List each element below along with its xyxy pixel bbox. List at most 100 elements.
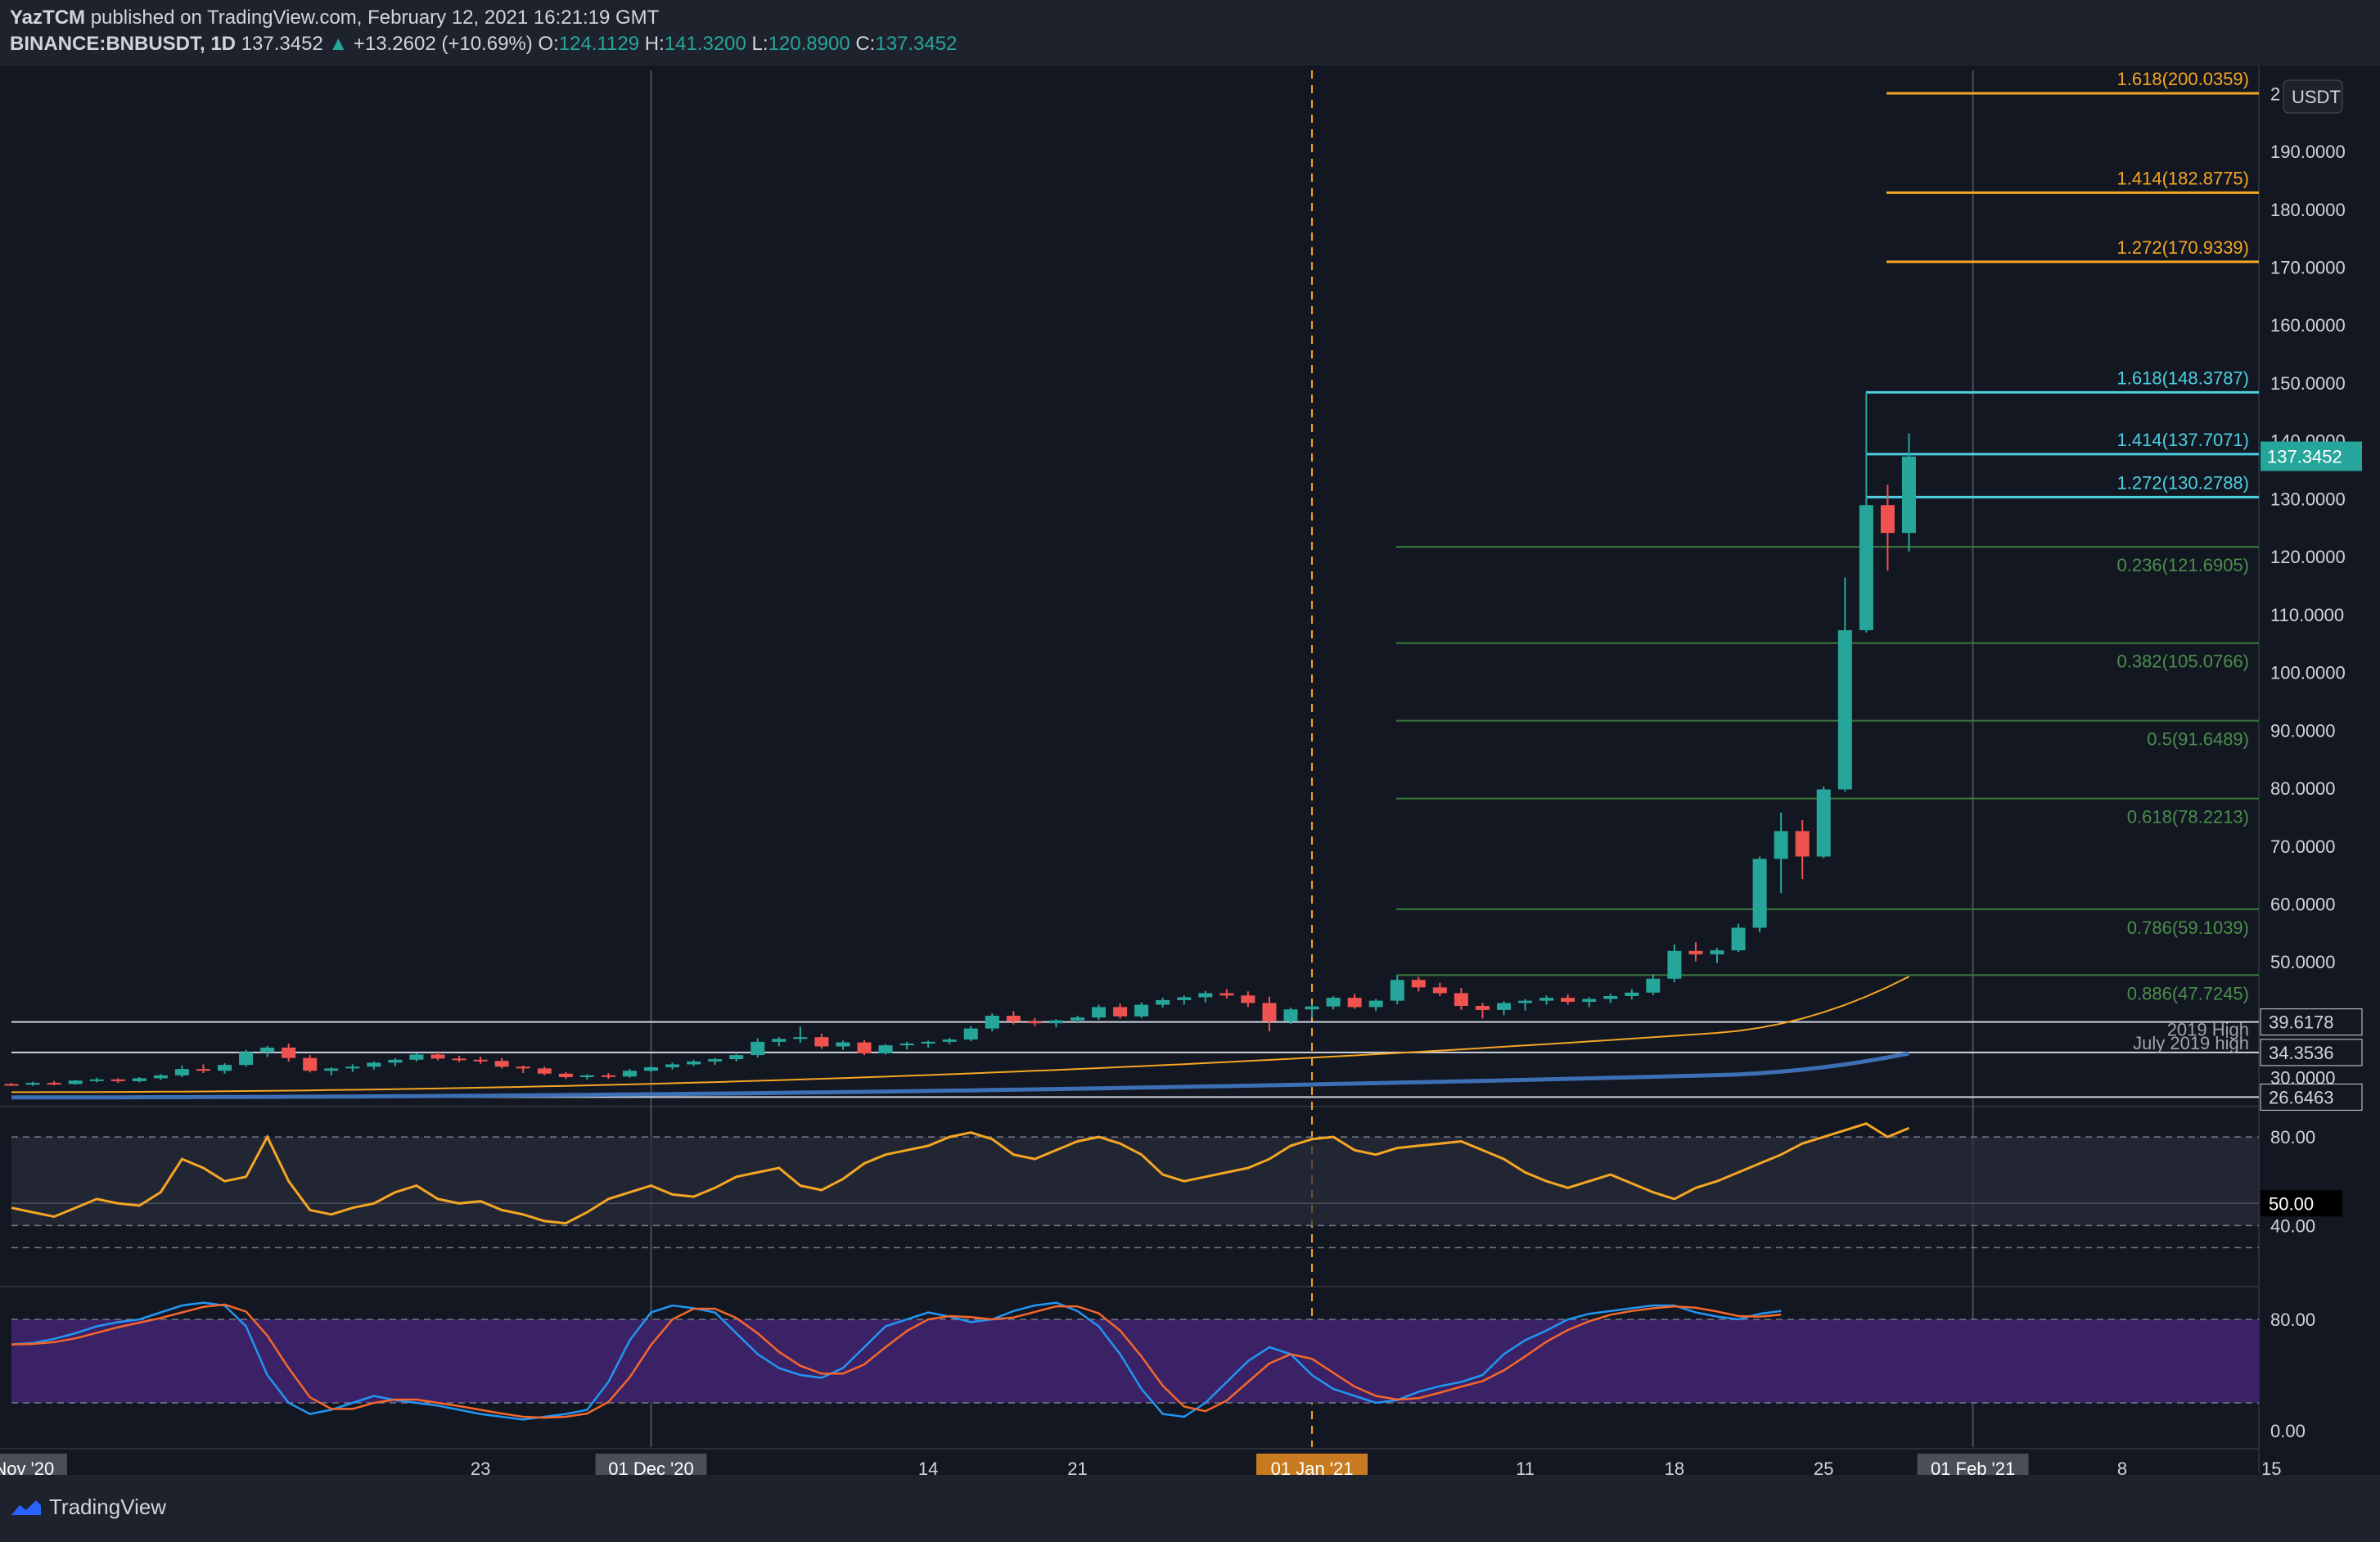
candle-body	[1539, 998, 1554, 1001]
candle-body	[687, 1061, 701, 1065]
tradingview-logo[interactable]: TradingView	[10, 1495, 166, 1520]
fib-retracement-label: 0.5(91.6489)	[2147, 729, 2249, 750]
close-value: 137.3452	[875, 33, 958, 55]
stoch-level-label: 0.00	[2270, 1421, 2306, 1441]
candle-body	[473, 1059, 488, 1062]
candle-body	[1198, 993, 1213, 998]
price-tick-label: 120.0000	[2270, 547, 2346, 567]
candle-body	[89, 1079, 104, 1081]
publish-text: published on TradingView.com, February 1…	[90, 7, 660, 29]
candle-body	[1048, 1020, 1063, 1024]
chart-footer	[0, 1475, 2380, 1542]
price-tick-label: 190.0000	[2270, 142, 2346, 162]
moving-average-blue	[11, 1051, 1909, 1100]
candle-body	[1731, 927, 1746, 951]
level-text-label: July 2019 high	[2133, 1033, 2249, 1053]
candle-body	[1027, 1021, 1042, 1024]
level-price-box	[2260, 1008, 2363, 1036]
candle-body	[367, 1062, 381, 1067]
symbol-label[interactable]: BINANCE:BNBUSDT, 1D	[10, 33, 237, 55]
candle-body	[1411, 980, 1426, 988]
open-value: 124.1129	[558, 33, 640, 55]
price-tick-label: 150.0000	[2270, 373, 2346, 394]
author-name[interactable]: YazTCM	[10, 7, 86, 29]
candle-body	[963, 1028, 978, 1040]
candle-body	[1113, 1007, 1128, 1017]
fib-extension-label: 1.414(182.8775)	[2117, 168, 2249, 188]
candle-body	[537, 1068, 552, 1074]
candle-body	[25, 1083, 40, 1085]
candle-body	[793, 1037, 808, 1039]
candle-body	[708, 1059, 723, 1062]
candle-body	[239, 1052, 254, 1066]
candle-body	[729, 1055, 744, 1060]
close-label: C:	[855, 33, 876, 55]
candle-body	[303, 1057, 318, 1071]
fib-retracement-label: 0.382(105.0766)	[2117, 652, 2249, 672]
candle-body	[836, 1042, 850, 1047]
candle-body	[1475, 1006, 1490, 1010]
candle-body	[644, 1066, 658, 1071]
current-price-box	[2261, 441, 2362, 471]
candle-body	[110, 1079, 125, 1081]
candle-body	[1454, 993, 1468, 1007]
level-price-label: 39.6178	[2269, 1012, 2334, 1033]
moving-average-orange	[11, 976, 1909, 1093]
candle-body	[1134, 1004, 1149, 1017]
low-label: L:	[751, 33, 769, 55]
price-tick-label: 100.0000	[2270, 663, 2346, 683]
fib-extension-label: 1.618(148.3787)	[2117, 367, 2249, 388]
candle-body	[1177, 997, 1192, 1000]
candle-body	[601, 1075, 615, 1077]
candle-body	[622, 1071, 637, 1077]
chart-header: YazTCM published on TradingView.com, Feb…	[0, 0, 2380, 65]
low-value: 120.8900	[768, 33, 850, 55]
candle-body	[1219, 993, 1234, 996]
candle-body	[814, 1037, 829, 1047]
candle-body	[260, 1047, 275, 1053]
candle-body	[345, 1066, 360, 1069]
price-tick-label: 60.0000	[2270, 895, 2336, 915]
stoch-k-line	[11, 1301, 1782, 1421]
candle-body	[1432, 987, 1447, 994]
candle-body	[665, 1064, 680, 1067]
rsi-level-label: 40.00	[2270, 1215, 2315, 1236]
candle-body	[1092, 1007, 1107, 1018]
candle-body	[1795, 831, 1810, 857]
high-label: H:	[644, 33, 665, 55]
candle-body	[1710, 950, 1724, 955]
candle-body	[1262, 1003, 1277, 1022]
publish-info: YazTCM published on TradingView.com, Feb…	[10, 7, 659, 29]
candle-body	[68, 1080, 83, 1084]
candle-body	[899, 1043, 914, 1046]
date-tick-label: 8	[2117, 1459, 2127, 1479]
candle-body	[1859, 505, 1873, 630]
date-tick-label: 11	[1516, 1459, 1535, 1479]
level-text-label: 2019 High	[2167, 1020, 2249, 1040]
candle-body	[1518, 1000, 1533, 1003]
candle-body	[1156, 999, 1170, 1005]
fib-retracement-label: 0.886(47.7245)	[2127, 983, 2249, 1003]
level-price-label: 34.3536	[2269, 1043, 2334, 1063]
rsi-level-label: 80.00	[2270, 1127, 2315, 1147]
stoch-band	[11, 1319, 2259, 1403]
rsi-line	[11, 1122, 1910, 1225]
candle-body	[47, 1083, 61, 1085]
current-price-label: 137.3452	[2267, 446, 2342, 467]
ohlc-legend: BINANCE:BNBUSDT, 1D 137.3452 ▲ +13.2602 …	[10, 33, 957, 56]
price-tick-label: 70.0000	[2270, 836, 2336, 857]
candle-body	[1071, 1017, 1084, 1021]
candle-body	[132, 1078, 146, 1081]
candle-body	[494, 1061, 509, 1067]
candle-body	[985, 1016, 999, 1029]
candle-body	[1305, 1006, 1319, 1010]
price-tick-label: 130.0000	[2270, 489, 2346, 509]
candle-body	[878, 1045, 893, 1054]
candle-body	[516, 1066, 530, 1069]
candle-body	[942, 1039, 957, 1042]
fib-extension-label: 1.414(137.7071)	[2117, 430, 2249, 450]
price-change-up-icon: ▲	[328, 33, 349, 55]
candle-body	[1688, 950, 1703, 955]
price-change: +13.2602 (+10.69%)	[353, 33, 533, 55]
